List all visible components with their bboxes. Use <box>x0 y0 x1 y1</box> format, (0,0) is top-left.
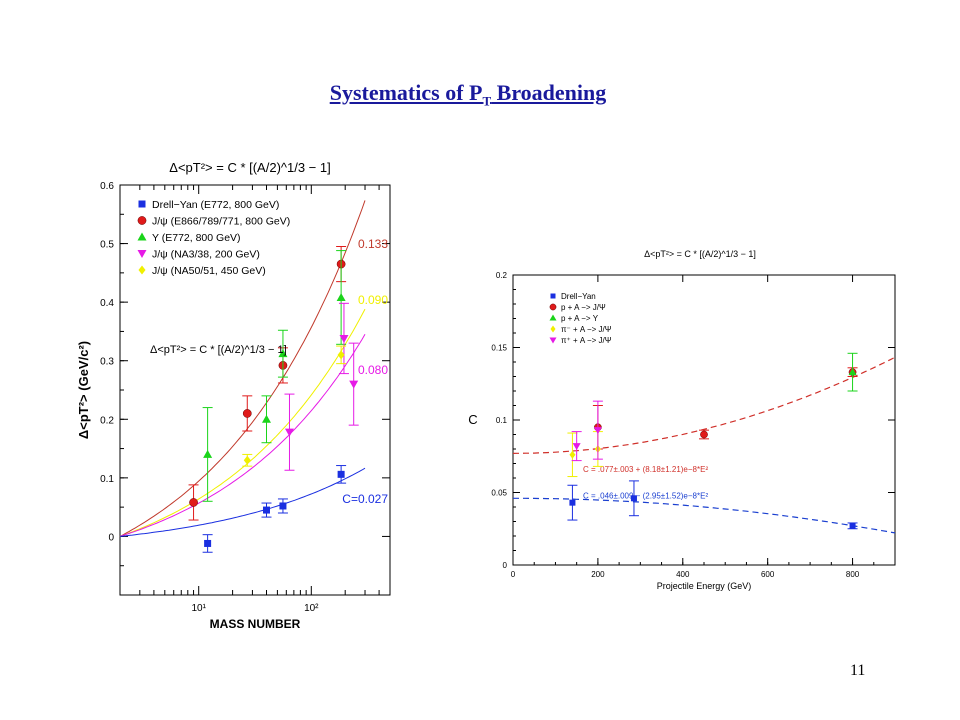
y-tick-label: 0 <box>108 532 114 543</box>
legend: Drell−Yan (E772, 800 GeV) J/ψ (E866/789/7… <box>137 199 290 277</box>
series-a-j <box>571 400 603 462</box>
series-drell-yan-e772-800-gev <box>202 465 347 553</box>
data-point <box>349 380 359 389</box>
chart-title: Δ<pT²> = C * [(A/2)^1/3 − 1] <box>169 160 330 175</box>
legend-label: J/ψ (NA50/51, 450 GeV) <box>152 265 266 277</box>
chart-title: Δ<pT²> = C * [(A/2)^1/3 − 1] <box>644 249 756 259</box>
legend-marker <box>550 325 556 333</box>
data-point <box>569 450 576 459</box>
data-point <box>279 502 287 510</box>
x-tick-label: 600 <box>761 570 775 579</box>
series-e772-800-gev <box>202 250 347 502</box>
fit-curve-3 <box>119 334 366 537</box>
data-point <box>278 349 288 358</box>
y-tick-label: 0.3 <box>100 357 114 368</box>
series-j-na3-38-200-gev <box>284 302 359 471</box>
y-axis-label: C <box>468 412 477 427</box>
legend-marker <box>549 337 557 344</box>
legend-marker <box>549 314 557 321</box>
fit-label-4: C=0.027 <box>342 492 388 506</box>
fit-curve-2 <box>513 497 896 534</box>
x-tick-label: 400 <box>676 570 690 579</box>
fit-label-2: C = .046±.009 − (2.95±1.52)e−8*E² <box>583 491 708 500</box>
fit-curve-4 <box>119 467 366 537</box>
page-number: 11 <box>850 662 866 679</box>
data-point <box>203 449 213 458</box>
legend-label: Υ (E772, 800 GeV) <box>152 232 241 244</box>
y-tick-label: 0.5 <box>100 240 114 251</box>
data-point <box>848 368 857 376</box>
x-tick-label: 0 <box>511 570 516 579</box>
series-p-a-j <box>592 367 858 450</box>
x-tick-label: 10¹ <box>191 603 206 614</box>
data-point <box>339 334 349 343</box>
legend-marker <box>137 216 147 225</box>
data-point <box>849 522 856 529</box>
data-point <box>262 506 270 514</box>
data-point <box>189 498 198 507</box>
fit-label-1: C = .077±.003 + (8.18±1.21)e−8*E² <box>583 465 708 474</box>
y-tick-label: 0.4 <box>100 298 114 309</box>
data-point <box>284 428 294 437</box>
x-axis-label: MASS NUMBER <box>210 617 301 631</box>
slide-title: Systematics of PT Broadening <box>329 80 607 109</box>
fit-label-3: 0.080 <box>358 363 388 377</box>
y-tick-label: 0.1 <box>496 416 508 425</box>
y-tick-label: 0.1 <box>100 474 114 485</box>
data-point <box>242 409 252 418</box>
series-j-e866-789-771-800-gev <box>188 246 347 521</box>
data-point <box>569 499 576 506</box>
legend-marker <box>137 232 147 241</box>
legend-label: J/ψ (E866/789/771, 800 GeV) <box>152 216 290 228</box>
legend-marker <box>137 250 147 258</box>
series-p-a <box>847 352 858 392</box>
legend-label: p + A −> Υ <box>561 314 599 323</box>
legend-label: Drell−Yan <box>561 292 596 301</box>
legend-marker <box>550 293 556 299</box>
x-axis-label: Projectile Energy (GeV) <box>657 581 752 591</box>
data-point <box>630 495 637 502</box>
fit-label-1: 0.133 <box>358 237 388 251</box>
data-point <box>336 292 346 301</box>
legend-marker <box>138 200 146 208</box>
series-j-na50-51-450-gev <box>242 345 347 467</box>
data-point <box>572 443 581 451</box>
legend-label: J/ψ (NA3/38, 200 GeV) <box>152 249 260 261</box>
y-axis-label: Δ<pT²> (GeV/c²) <box>76 341 91 439</box>
data-point <box>243 455 251 465</box>
x-tick-label: 10² <box>304 603 319 614</box>
data-point <box>337 470 345 478</box>
legend-marker <box>549 303 557 311</box>
data-point <box>204 539 212 547</box>
plot-frame <box>119 184 391 596</box>
y-tick-label: 0 <box>503 561 508 570</box>
legend: Drell−Yan p + A −> J/Ψ p + A −> Υ π⁻ + A −>… <box>549 292 612 345</box>
formula-annotation: Δ<pT²> = C * [(A/2)^1/3 − 1] <box>150 344 287 356</box>
y-tick-label: 0.2 <box>100 415 114 426</box>
legend-label: Drell−Yan (E772, 800 GeV) <box>152 199 279 211</box>
y-tick-label: 0.05 <box>491 489 507 498</box>
legend-label: p + A −> J/Ψ <box>561 303 606 312</box>
data-point <box>337 350 345 360</box>
chart-pt-broadening-vs-mass: Δ<pT²> = C * [(A/2)^1/3 − 1] 0 0.1 0.2 0.3 0.… <box>76 160 391 631</box>
chart-c-vs-projectile-energy: Δ<pT²> = C * [(A/2)^1/3 − 1] 0 0.05 0.1 0.15… <box>468 249 896 591</box>
series-drell-yan <box>567 480 858 530</box>
y-tick-label: 0.6 <box>100 181 114 192</box>
x-tick-label: 800 <box>846 570 860 579</box>
legend-label: π⁺ + A −> J/Ψ <box>561 336 612 345</box>
fit-curve-1 <box>119 200 366 537</box>
data-point <box>593 427 602 435</box>
data-point <box>700 430 708 439</box>
legend-marker <box>138 265 146 275</box>
y-tick-label: 0.2 <box>496 271 508 280</box>
y-tick-label: 0.15 <box>491 344 507 353</box>
x-tick-label: 200 <box>591 570 605 579</box>
legend-label: π⁻ + A −> J/Ψ <box>561 325 612 334</box>
fit-label-2: 0.090 <box>358 293 388 307</box>
data-point <box>261 414 271 423</box>
fit-curve-2 <box>119 308 366 537</box>
